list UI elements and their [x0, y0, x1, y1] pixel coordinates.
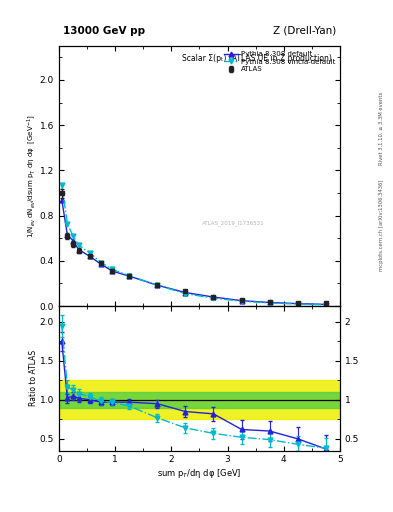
Pythia 8.308 default: [211, 294, 216, 300]
Pythia 8.308 default: [88, 253, 92, 260]
Pythia 8.308 vincia-default: [59, 182, 64, 188]
Pythia 8.308 vincia-default: [127, 272, 132, 279]
Pythia 8.308 vincia-default: [110, 266, 115, 272]
Pythia 8.308 vincia-default: [267, 300, 272, 306]
Pythia 8.308 vincia-default: [99, 260, 103, 266]
Pythia 8.308 vincia-default: [65, 221, 70, 227]
Pythia 8.308 vincia-default: [76, 242, 81, 248]
Line: Pythia 8.308 default: Pythia 8.308 default: [59, 198, 328, 307]
Text: Rivet 3.1.10, ≥ 3.3M events: Rivet 3.1.10, ≥ 3.3M events: [379, 91, 384, 165]
Y-axis label: Ratio to ATLAS: Ratio to ATLAS: [29, 350, 39, 407]
Pythia 8.308 vincia-default: [323, 302, 328, 308]
Text: 13000 GeV pp: 13000 GeV pp: [63, 26, 145, 36]
Pythia 8.308 vincia-default: [239, 298, 244, 304]
Pythia 8.308 default: [267, 300, 272, 306]
Pythia 8.308 default: [127, 273, 132, 279]
X-axis label: sum p$_T$/dη dφ [GeV]: sum p$_T$/dη dφ [GeV]: [157, 467, 242, 480]
Pythia 8.308 vincia-default: [296, 301, 300, 307]
Legend: Pythia 8.308 default, Pythia 8.308 vincia-default, ATLAS: Pythia 8.308 default, Pythia 8.308 vinci…: [223, 50, 336, 74]
Pythia 8.308 default: [59, 197, 64, 203]
Pythia 8.308 vincia-default: [183, 291, 188, 297]
Text: mcplots.cern.ch [arXiv:1306.3436]: mcplots.cern.ch [arXiv:1306.3436]: [379, 180, 384, 271]
Pythia 8.308 default: [65, 232, 70, 238]
Line: Pythia 8.308 vincia-default: Pythia 8.308 vincia-default: [59, 183, 328, 307]
Pythia 8.308 default: [76, 246, 81, 252]
Y-axis label: 1/N$_{ev}$ dN$_{ev}$/dsum p$_T$ dη dφ  [GeV$^{-1}$]: 1/N$_{ev}$ dN$_{ev}$/dsum p$_T$ dη dφ [G…: [26, 114, 39, 238]
Pythia 8.308 default: [239, 297, 244, 304]
Pythia 8.308 default: [155, 282, 160, 288]
Text: Z (Drell-Yan): Z (Drell-Yan): [273, 26, 336, 36]
Pythia 8.308 vincia-default: [211, 295, 216, 301]
Pythia 8.308 vincia-default: [88, 250, 92, 256]
Pythia 8.308 vincia-default: [71, 233, 75, 239]
Pythia 8.308 default: [71, 238, 75, 244]
Pythia 8.308 default: [323, 302, 328, 308]
Text: ATLAS_2019_I1736531: ATLAS_2019_I1736531: [202, 220, 264, 226]
Pythia 8.308 default: [296, 301, 300, 307]
Pythia 8.308 default: [99, 261, 103, 267]
Pythia 8.308 default: [110, 268, 115, 274]
Pythia 8.308 default: [183, 289, 188, 295]
Pythia 8.308 vincia-default: [155, 282, 160, 288]
Text: Scalar Σ(pₜ) (ATLAS UE in Z production): Scalar Σ(pₜ) (ATLAS UE in Z production): [182, 54, 332, 63]
